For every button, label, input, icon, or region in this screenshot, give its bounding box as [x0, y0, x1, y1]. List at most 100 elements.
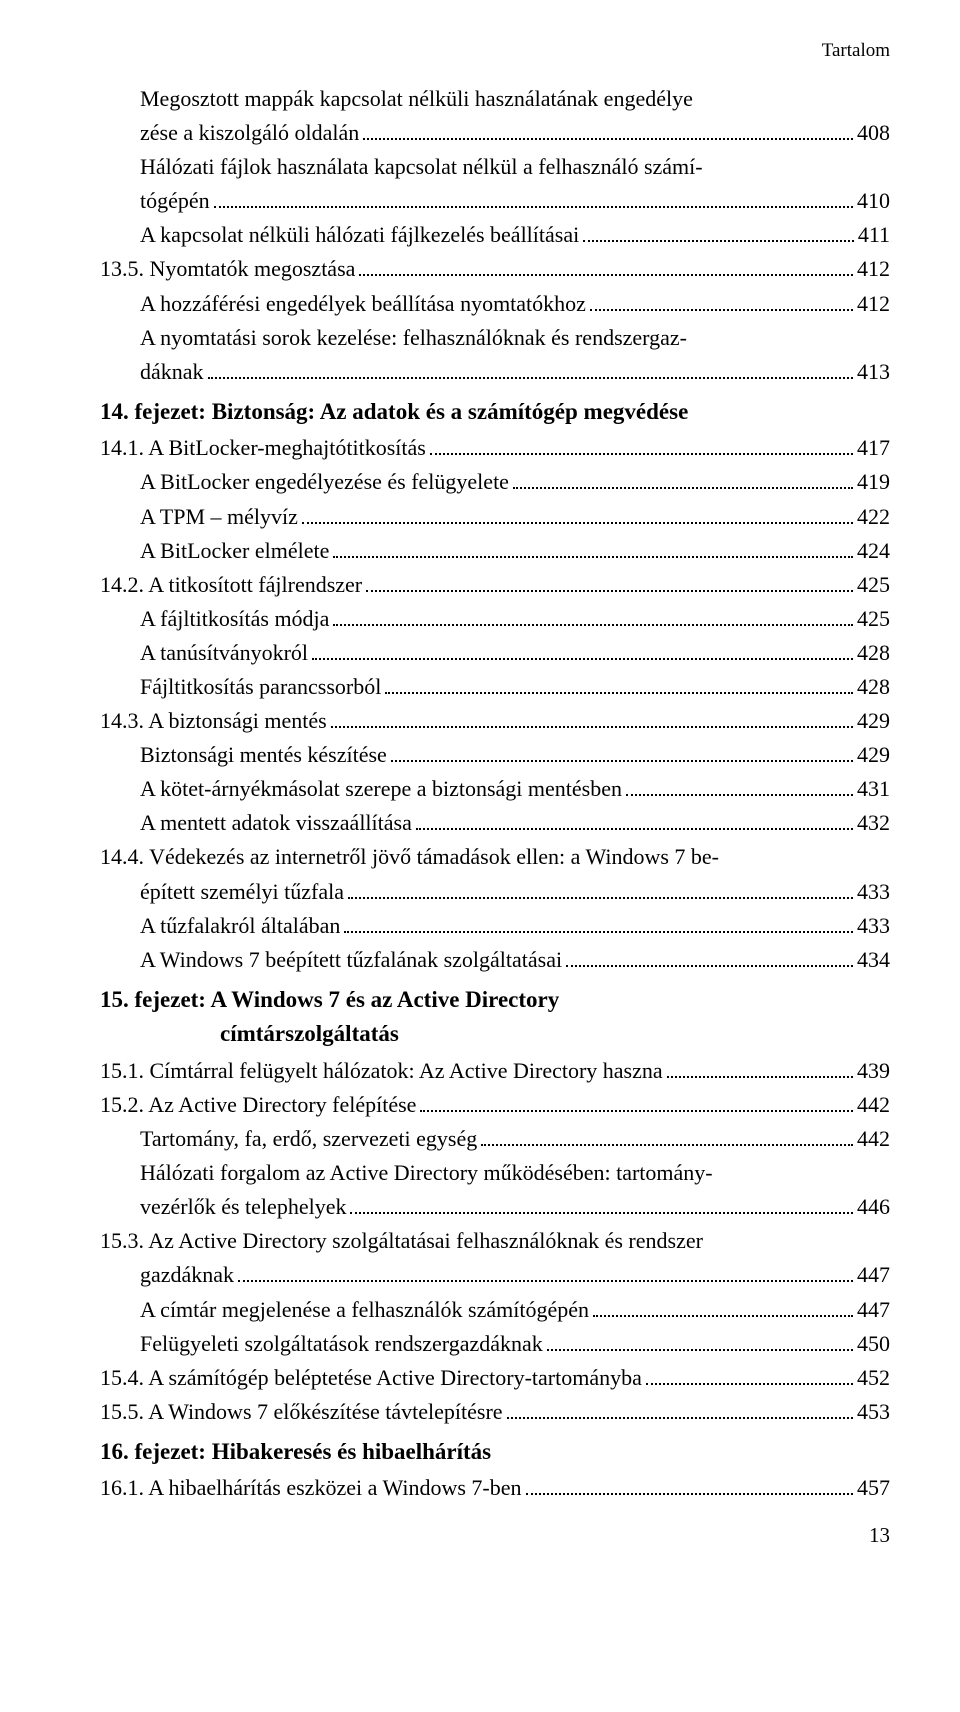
toc-leader-dots [667, 1076, 853, 1078]
toc-leader-dots [547, 1349, 853, 1351]
toc-entry: 14.3. A biztonsági mentés429 [100, 704, 890, 738]
toc-leader-dots [348, 897, 853, 899]
page-header: Tartalom [100, 40, 890, 62]
toc-entry: dáknak413 [100, 355, 890, 389]
toc-leader-dots [331, 726, 853, 728]
toc-entry-text: A BitLocker elmélete [140, 534, 329, 568]
chapter-title: 16. fejezet: Hibakeresés és hibaelhárítá… [100, 1435, 890, 1470]
toc-entry-page: 412 [857, 252, 890, 286]
toc-entry: tógépén 410 [100, 184, 890, 218]
toc-entry-text: A kötet-árnyékmásolat szerepe a biztonsá… [140, 772, 622, 806]
toc-leader-dots [646, 1383, 853, 1385]
toc-entry-text: Fájltitkosítás parancssorból [140, 670, 381, 704]
toc-entry: 15.2. Az Active Directory felépítése 442 [100, 1088, 890, 1122]
toc-entry-page: 422 [857, 500, 890, 534]
toc-entry-text: 15.1. Címtárral felügyelt hálózatok: Az … [100, 1054, 663, 1088]
toc-leader-dots [302, 522, 853, 524]
toc-entry-page: 425 [857, 568, 890, 602]
toc-leader-dots [366, 590, 853, 592]
toc-continuation: A nyomtatási sorok kezelése: felhasználó… [100, 321, 890, 355]
toc-entry: Tartomány, fa, erdő, szervezeti egység 44… [100, 1122, 890, 1156]
toc-entry-text: 15.4. A számítógép beléptetése Active Di… [100, 1361, 642, 1395]
toc-entry-text: 14.2. A titkosított fájlrendszer [100, 568, 362, 602]
toc-leader-dots [312, 658, 853, 660]
toc-entry: A kapcsolat nélküli hálózati fájlkezelés… [100, 218, 890, 252]
toc-entry-page: 410 [857, 184, 890, 218]
toc-entry: zése a kiszolgáló oldalán408 [100, 116, 890, 150]
toc-entry-page: 439 [857, 1054, 890, 1088]
toc-entry: 13.5. Nyomtatók megosztása412 [100, 252, 890, 286]
toc-entry: Fájltitkosítás parancssorból 428 [100, 670, 890, 704]
chapter-title: 14. fejezet: Biztonság: Az adatok és a s… [100, 395, 890, 430]
toc-leader-dots [430, 453, 853, 455]
toc-leader-dots [333, 556, 853, 558]
toc-leader-dots [420, 1110, 853, 1112]
toc-entry-page: 429 [857, 704, 890, 738]
toc-leader-dots [333, 624, 853, 626]
toc-entry: Felügyeleti szolgáltatások rendszergazdá… [100, 1327, 890, 1361]
toc-leader-dots [583, 240, 854, 242]
toc-entry: A BitLocker elmélete 424 [100, 534, 890, 568]
toc-entry-page: 425 [857, 602, 890, 636]
toc-continuation: Hálózati fájlok használata kapcsolat nél… [100, 150, 890, 184]
toc-entry-text: vezérlők és telephelyek [140, 1190, 346, 1224]
toc-entry: A kötet-árnyékmásolat szerepe a biztonsá… [100, 772, 890, 806]
toc-entry-page: 428 [857, 670, 890, 704]
toc-entry-text: A BitLocker engedélyezése és felügyelete [140, 465, 509, 499]
toc-leader-dots [208, 377, 853, 379]
toc-continuation: 14.4. Védekezés az internetről jövő táma… [100, 840, 890, 874]
toc-entry-text: 15.2. Az Active Directory felépítése [100, 1088, 416, 1122]
toc-entry-page: 450 [857, 1327, 890, 1361]
toc-entry-text: A tűzfalakról általában [140, 909, 340, 943]
toc-entry-text: A fájltitkosítás módja [140, 602, 329, 636]
toc-entry-page: 442 [857, 1088, 890, 1122]
toc-entry: A fájltitkosítás módja 425 [100, 602, 890, 636]
toc-leader-dots [626, 794, 853, 796]
toc-leader-dots [238, 1280, 853, 1282]
toc-continuation: Megosztott mappák kapcsolat nélküli hasz… [100, 82, 890, 116]
toc-leader-dots [350, 1212, 853, 1214]
toc-entry-page: 447 [857, 1258, 890, 1292]
toc-entry-text: épített személyi tűzfala [140, 875, 344, 909]
toc-entry-page: 446 [857, 1190, 890, 1224]
toc-entry: vezérlők és telephelyek 446 [100, 1190, 890, 1224]
toc-leader-dots [363, 138, 853, 140]
toc-body: Megosztott mappák kapcsolat nélküli hasz… [100, 82, 890, 1505]
toc-leader-dots [526, 1493, 854, 1495]
toc-entry-text: A hozzáférési engedélyek beállítása nyom… [140, 287, 586, 321]
toc-entry: 14.1. A BitLocker-meghajtótitkosítás417 [100, 431, 890, 465]
toc-entry: 15.1. Címtárral felügyelt hálózatok: Az … [100, 1054, 890, 1088]
toc-entry-page: 453 [857, 1395, 890, 1429]
toc-leader-dots [385, 692, 853, 694]
toc-entry-text: zése a kiszolgáló oldalán [140, 116, 359, 150]
toc-leader-dots [344, 931, 853, 933]
chapter-title-line: 14. fejezet: Biztonság: Az adatok és a s… [100, 395, 890, 430]
toc-entry-text: tógépén [140, 184, 210, 218]
toc-leader-dots [513, 487, 853, 489]
toc-entry-page: 424 [857, 534, 890, 568]
toc-entry-page: 442 [857, 1122, 890, 1156]
toc-entry-page: 413 [857, 355, 890, 389]
toc-entry-page: 434 [857, 943, 890, 977]
toc-continuation: Hálózati forgalom az Active Directory mű… [100, 1156, 890, 1190]
toc-entry-page: 433 [857, 875, 890, 909]
toc-entry: A tanúsítványokról428 [100, 636, 890, 670]
toc-entry-page: 431 [857, 772, 890, 806]
toc-entry: épített személyi tűzfala 433 [100, 875, 890, 909]
toc-entry: gazdáknak 447 [100, 1258, 890, 1292]
chapter-title-line: címtárszolgáltatás [100, 1017, 890, 1052]
toc-leader-dots [590, 309, 853, 311]
toc-leader-dots [359, 274, 853, 276]
toc-entry: 15.4. A számítógép beléptetése Active Di… [100, 1361, 890, 1395]
toc-entry-page: 419 [857, 465, 890, 499]
toc-entry-page: 428 [857, 636, 890, 670]
toc-entry-text: A TPM – mélyvíz [140, 500, 298, 534]
toc-page: Tartalom Megosztott mappák kapcsolat nél… [0, 0, 960, 1588]
chapter-title-line: 15. fejezet: A Windows 7 és az Active Di… [100, 983, 890, 1018]
toc-leader-dots [214, 206, 853, 208]
toc-leader-dots [481, 1144, 853, 1146]
toc-entry-page: 411 [858, 218, 890, 252]
toc-entry-text: gazdáknak [140, 1258, 234, 1292]
toc-entry-page: 452 [857, 1361, 890, 1395]
toc-entry-text: Tartomány, fa, erdő, szervezeti egység [140, 1122, 477, 1156]
